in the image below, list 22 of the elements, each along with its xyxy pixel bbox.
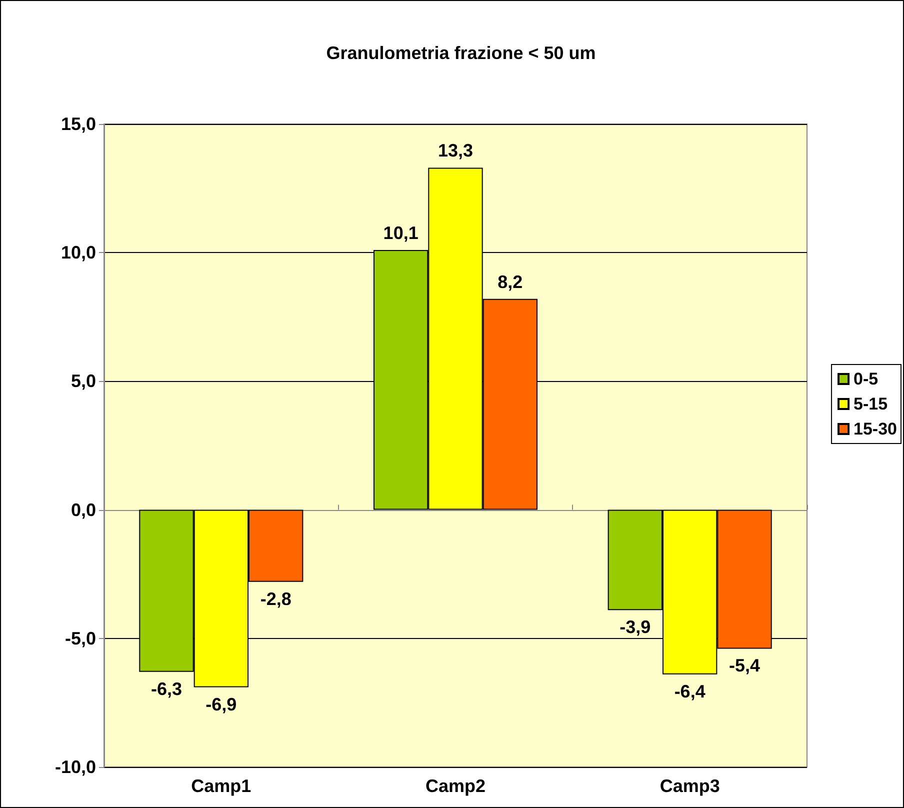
data-label: -5,4 [728,656,760,676]
legend-label: 15-30 [854,420,898,438]
x-tick-label: Camp3 [660,776,720,796]
legend-label: 0-5 [854,370,878,388]
data-label: -6,9 [206,694,237,714]
data-label: 8,2 [498,272,523,292]
data-label: -6,4 [674,681,706,702]
y-tick-label: 5,0 [70,371,96,392]
chart-title: Granulometria frazione < 50 um [326,43,596,63]
x-tick-label: Camp1 [191,776,252,796]
y-tick-label: -10,0 [54,757,96,777]
x-tick-label: Camp2 [425,776,486,796]
data-label: 10,1 [383,223,418,244]
data-label: -6,3 [150,678,182,699]
data-label: -3,9 [620,617,651,638]
y-tick-label: -5,0 [64,628,96,648]
data-label: -2,8 [260,588,292,609]
legend-label: 5-15 [854,394,888,414]
y-tick-label: 0,0 [70,500,96,520]
data-label: 13,3 [438,140,474,161]
y-tick-label: 15,0 [60,114,96,134]
y-tick-label: 10,0 [60,242,96,263]
